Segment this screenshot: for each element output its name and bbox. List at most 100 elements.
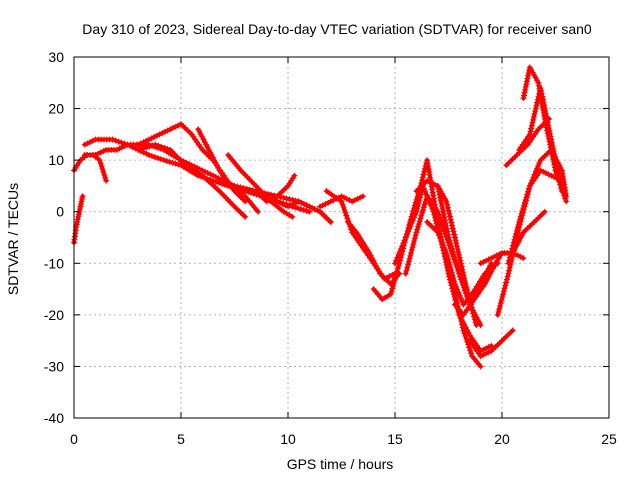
data-point: [477, 353, 484, 360]
data-point: [558, 188, 565, 195]
data-point: [534, 99, 541, 106]
data-point: [563, 198, 570, 205]
data-point: [448, 219, 455, 226]
data-point: [422, 188, 429, 195]
data-point: [466, 344, 473, 351]
series-sat-j: [252, 172, 298, 205]
data-point: [477, 260, 484, 267]
data-point: [438, 202, 445, 209]
data-point: [306, 208, 313, 215]
data-point: [517, 253, 524, 260]
data-point: [532, 168, 539, 175]
series-sat-u: [451, 249, 505, 318]
data-point: [491, 262, 498, 269]
data-point: [502, 282, 509, 289]
data-point: [517, 234, 524, 241]
data-point: [473, 314, 480, 321]
data-point: [460, 327, 467, 334]
data-point: [469, 306, 476, 313]
data-point: [457, 273, 464, 280]
data-point: [523, 81, 530, 88]
data-point: [140, 145, 147, 152]
data-point: [452, 237, 459, 244]
data-point: [520, 92, 527, 99]
data-point: [525, 188, 532, 195]
data-point: [161, 128, 168, 135]
data-point: [443, 198, 450, 205]
data-point: [457, 257, 464, 264]
data-point: [548, 172, 555, 179]
x-tick-label: 0: [70, 431, 78, 447]
data-point: [454, 246, 461, 253]
data-point: [528, 122, 535, 129]
data-point: [386, 273, 393, 280]
data-point: [169, 159, 176, 166]
data-point: [391, 277, 398, 284]
data-point: [415, 223, 422, 230]
data-point: [212, 159, 219, 166]
data-point: [160, 157, 167, 164]
data-point: [201, 174, 208, 181]
data-point: [405, 228, 412, 235]
data-point: [488, 268, 495, 275]
data-point: [440, 208, 447, 215]
data-point: [499, 294, 506, 301]
data-point: [442, 220, 449, 227]
data-point: [247, 189, 254, 196]
data-point: [543, 113, 550, 120]
data-point: [542, 107, 549, 114]
data-point: [430, 192, 437, 199]
data-point: [143, 137, 150, 144]
data-point: [393, 257, 400, 264]
data-point: [535, 79, 542, 86]
data-point: [447, 240, 454, 247]
data-point: [271, 194, 278, 201]
data-point: [314, 207, 321, 214]
data-point: [420, 171, 427, 178]
data-point: [447, 264, 454, 271]
data-point: [374, 265, 381, 272]
data-point: [322, 200, 329, 207]
data-point: [444, 231, 451, 238]
data-point: [287, 202, 294, 209]
data-point: [451, 231, 458, 238]
data-point: [455, 251, 462, 258]
data-point: [148, 153, 155, 160]
data-point: [113, 146, 120, 153]
data-point: [454, 286, 461, 293]
data-point: [456, 292, 463, 299]
data-point: [393, 268, 400, 275]
data-point: [449, 272, 456, 279]
data-point: [202, 168, 209, 175]
data-point: [518, 210, 525, 217]
data-point: [433, 220, 440, 227]
data-point: [342, 209, 349, 216]
data-point: [406, 225, 413, 232]
data-point: [541, 102, 548, 109]
data-point: [298, 199, 305, 206]
data-point: [435, 188, 442, 195]
data-point: [493, 252, 500, 259]
data-point: [137, 140, 144, 147]
data-point: [462, 287, 469, 294]
data-point: [300, 206, 307, 213]
data-point: [454, 265, 461, 272]
data-point: [97, 149, 104, 156]
data-point: [496, 305, 503, 312]
data-point: [552, 159, 559, 166]
data-point: [197, 131, 204, 138]
data-point: [443, 225, 450, 232]
data-point: [550, 145, 557, 152]
data-point: [359, 193, 366, 200]
data-point: [522, 86, 529, 93]
data-point: [463, 335, 470, 342]
data-point: [540, 99, 547, 106]
data-point: [455, 249, 462, 256]
data-point: [443, 223, 450, 230]
data-point: [535, 162, 542, 169]
data-point: [292, 204, 299, 211]
series-sat-a: [71, 193, 86, 246]
data-point: [368, 255, 375, 262]
data-point: [558, 185, 565, 192]
data-point: [414, 202, 421, 209]
